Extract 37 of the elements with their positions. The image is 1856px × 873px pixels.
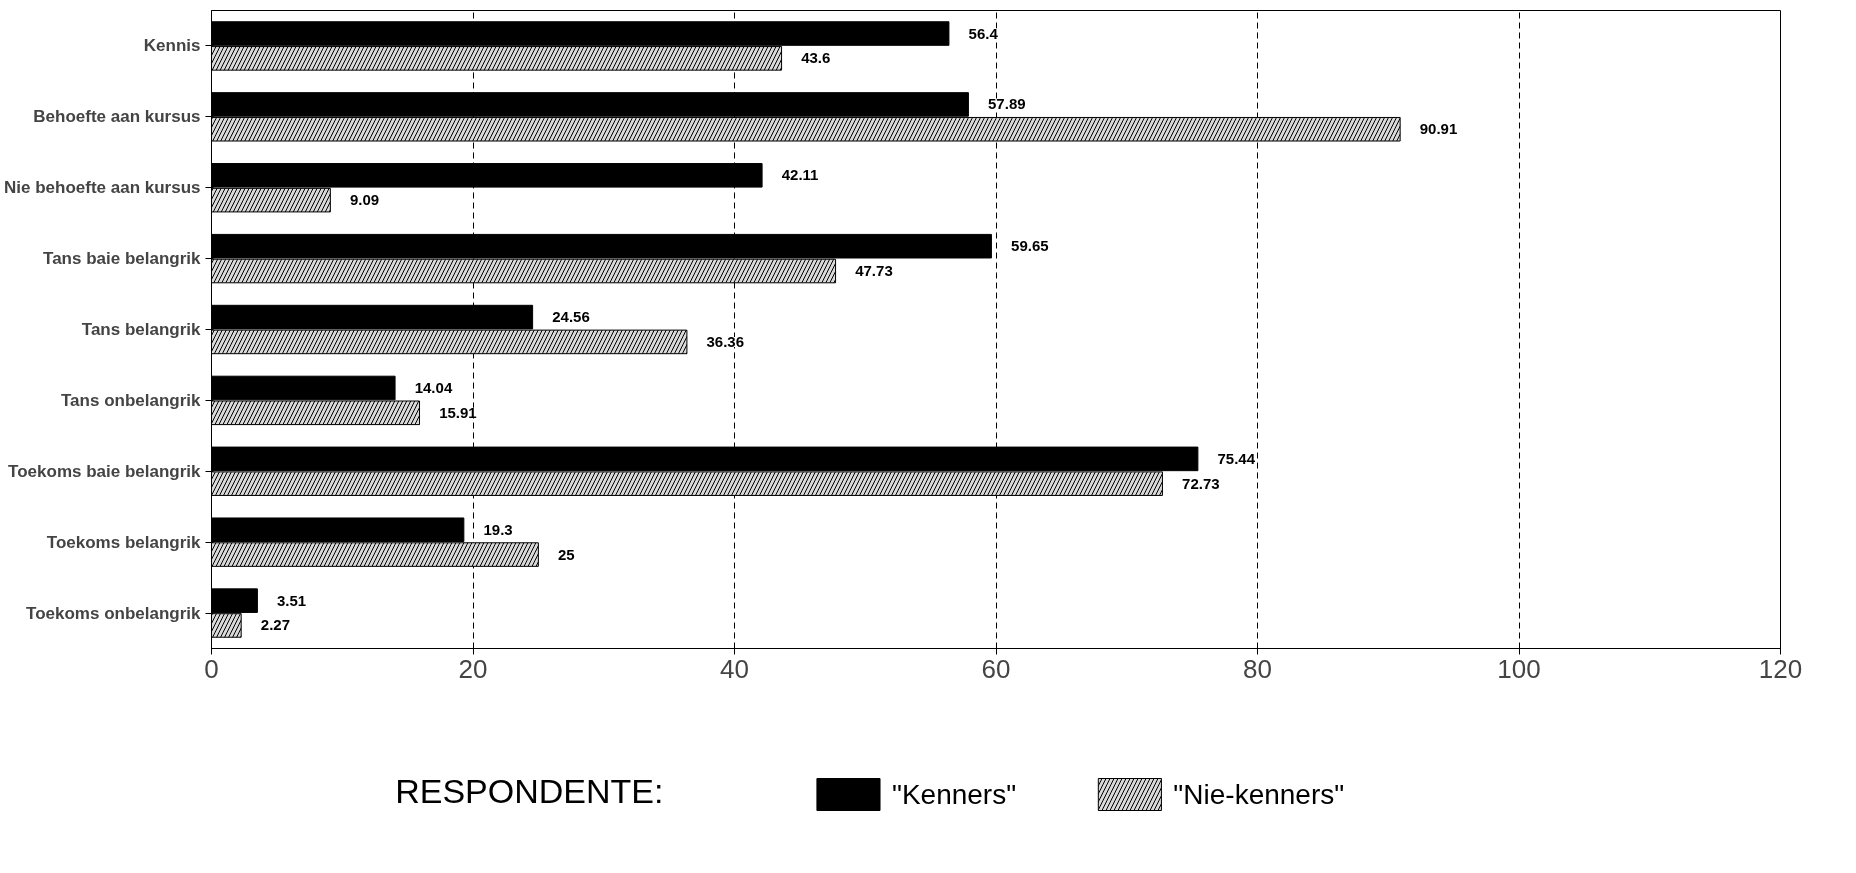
x-tick-label: 100 bbox=[1497, 653, 1541, 684]
x-tick-label: 80 bbox=[1243, 653, 1272, 684]
data-label: 24.56 bbox=[552, 308, 590, 326]
data-label: 36.36 bbox=[706, 332, 745, 350]
data-label: 42.11 bbox=[781, 166, 819, 184]
y-tick-label: Toekoms onbelangrik bbox=[26, 603, 202, 623]
data-label: 3.51 bbox=[277, 591, 307, 609]
data-label: 72.73 bbox=[1182, 474, 1220, 492]
y-tick-label: Kennis bbox=[143, 36, 201, 56]
y-tick-label: Toekoms belangrik bbox=[46, 532, 202, 552]
legend-label: "Nie-kenners" bbox=[1173, 779, 1345, 810]
data-label: 2.27 bbox=[260, 616, 290, 634]
data-label: 25 bbox=[557, 545, 575, 563]
data-label: 57.89 bbox=[988, 95, 1026, 113]
y-tick-label: Nie behoefte aan kursus bbox=[4, 178, 201, 198]
x-tick-label: 40 bbox=[720, 653, 749, 684]
data-label: 19.3 bbox=[483, 520, 513, 538]
y-tick-label: Toekoms baie belangrik bbox=[8, 461, 202, 481]
data-label: 75.44 bbox=[1217, 449, 1256, 467]
x-tick-label: 120 bbox=[1758, 653, 1803, 684]
y-tick-label: Tans baie belangrik bbox=[43, 249, 202, 269]
data-label: 90.91 bbox=[1419, 120, 1458, 138]
legend-title: RESPONDENTE: bbox=[395, 771, 664, 810]
y-tick-label: Tans onbelangrik bbox=[61, 390, 202, 410]
data-label: 56.4 bbox=[968, 24, 999, 42]
x-tick-label: 60 bbox=[981, 653, 1011, 684]
legend-label: "Kenners" bbox=[891, 779, 1017, 810]
y-tick-label: Behoefte aan kursus bbox=[33, 107, 201, 127]
data-label: 14.04 bbox=[414, 378, 453, 396]
x-tick-label: 0 bbox=[204, 653, 219, 684]
data-label: 47.73 bbox=[855, 262, 893, 280]
data-label: 9.09 bbox=[349, 191, 380, 209]
data-label: 43.6 bbox=[801, 49, 831, 67]
x-tick-label: 20 bbox=[458, 653, 488, 684]
data-label: 59.65 bbox=[1011, 237, 1049, 255]
data-label: 15.91 bbox=[439, 403, 477, 421]
y-tick-label: Tans belangrik bbox=[81, 320, 202, 339]
